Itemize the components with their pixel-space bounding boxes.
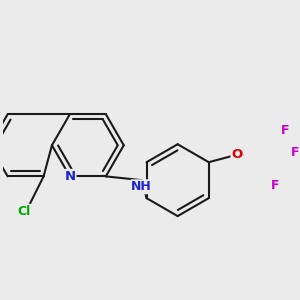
Text: F: F bbox=[271, 179, 279, 192]
Text: F: F bbox=[290, 146, 299, 159]
Text: O: O bbox=[232, 148, 243, 161]
Text: N: N bbox=[64, 170, 76, 183]
Text: NH: NH bbox=[131, 180, 152, 193]
Text: F: F bbox=[281, 124, 290, 136]
Text: Cl: Cl bbox=[17, 205, 30, 218]
